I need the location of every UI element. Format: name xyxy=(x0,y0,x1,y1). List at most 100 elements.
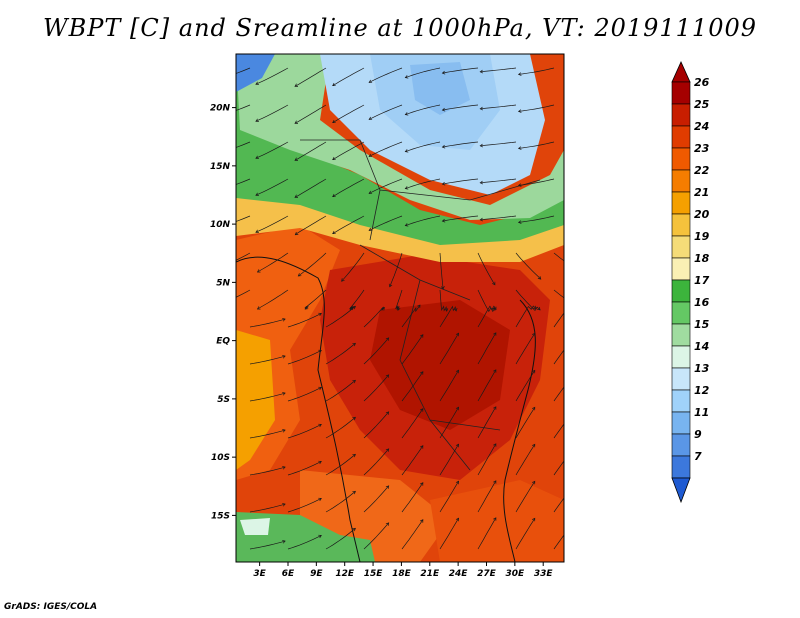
streamline-arrow xyxy=(531,443,536,448)
streamline-arrow xyxy=(352,416,356,421)
streamline-arrow xyxy=(255,192,259,196)
streamline-arrow xyxy=(332,193,336,198)
streamline xyxy=(515,444,536,476)
streamline xyxy=(518,67,555,75)
streamline-arrow xyxy=(216,78,219,81)
lon-label: 9E xyxy=(310,569,323,579)
colorbar-swatch xyxy=(671,147,691,171)
streamline xyxy=(405,104,441,115)
streamline-arrow xyxy=(455,480,459,485)
streamline-arrow xyxy=(531,332,536,337)
colorbar-swatch xyxy=(671,213,691,237)
streamline-arrow xyxy=(441,70,446,75)
streamline-arrow xyxy=(318,349,322,354)
streamline-arrow xyxy=(216,152,219,155)
coastline xyxy=(503,299,536,562)
wbpt-zone-south-lightgreen xyxy=(240,518,270,535)
colorbar-label: 18 xyxy=(694,252,710,265)
streamline-arrow xyxy=(517,183,522,187)
streamline xyxy=(368,178,403,194)
streamline-arrow xyxy=(493,306,497,311)
streamline xyxy=(236,178,251,185)
streamline xyxy=(477,252,496,285)
streamline-arrow xyxy=(517,72,522,76)
streamline-arrow xyxy=(441,286,445,290)
colorbar-swatch xyxy=(671,235,691,259)
streamline-arrow xyxy=(573,483,576,486)
streamline xyxy=(325,417,356,439)
streamline-arrow xyxy=(479,106,484,111)
colorbar-label: 26 xyxy=(694,76,710,89)
colorbar-label: 14 xyxy=(694,340,709,353)
streamline xyxy=(553,460,564,476)
streamline-arrow xyxy=(318,386,322,391)
streamline-arrow xyxy=(256,269,261,273)
streamline xyxy=(553,534,564,550)
streamline xyxy=(325,454,356,476)
colorbar-label: 7 xyxy=(694,450,702,463)
streamline-field xyxy=(216,67,583,550)
streamline xyxy=(553,252,564,262)
streamline xyxy=(294,67,327,87)
streamline-arrow xyxy=(441,181,446,186)
lat-label: 15S xyxy=(211,511,230,521)
streamline-arrow xyxy=(493,443,497,447)
streamline-arrow xyxy=(533,305,537,310)
streamline-arrow xyxy=(385,522,390,526)
streamline xyxy=(515,518,536,550)
streamline-arrow xyxy=(404,223,409,227)
streamline-arrow xyxy=(479,143,484,148)
streamline-arrow xyxy=(282,317,286,322)
streamline xyxy=(325,491,356,513)
streamline-arrow xyxy=(368,153,373,158)
streamline-arrow xyxy=(218,267,221,270)
colorbar-swatch xyxy=(671,301,691,325)
streamline xyxy=(480,141,517,147)
streamline xyxy=(439,333,459,365)
streamline-arrow xyxy=(479,217,484,222)
streamline xyxy=(236,252,251,261)
streamline-arrow xyxy=(332,156,336,161)
streamline-arrow xyxy=(573,446,576,449)
streamline xyxy=(363,374,389,402)
streamline-arrow xyxy=(531,480,536,485)
streamline xyxy=(477,305,497,328)
streamline xyxy=(287,498,322,513)
streamline-arrow xyxy=(218,304,221,307)
streamline-arrow xyxy=(580,272,583,275)
streamline xyxy=(442,178,479,185)
streamline-arrow xyxy=(444,308,449,312)
streamline-arrow xyxy=(318,460,322,465)
streamline-arrow xyxy=(216,189,219,192)
colorbar-label: 16 xyxy=(694,296,710,309)
wbpt-zone-11-12 xyxy=(410,62,470,115)
colorbar-swatch xyxy=(671,125,691,149)
streamline-arrow xyxy=(573,409,576,412)
streamline xyxy=(332,104,365,124)
streamline xyxy=(477,406,497,439)
streamline xyxy=(518,178,555,186)
colorbar-swatch xyxy=(671,257,691,281)
streamline-arrow xyxy=(493,406,497,410)
colorbar-swatch xyxy=(671,455,691,479)
streamline xyxy=(442,141,479,148)
streamline xyxy=(368,215,403,231)
colorbar-label: 15 xyxy=(694,318,710,331)
streamline-arrow xyxy=(574,306,577,309)
streamline-arrow xyxy=(352,379,356,384)
streamline xyxy=(515,305,537,328)
streamline-arrow xyxy=(282,465,286,470)
lon-label: 18E xyxy=(392,569,412,579)
streamline-arrow xyxy=(294,83,298,87)
streamline-arrow xyxy=(352,490,356,495)
streamline-arrow xyxy=(352,342,356,347)
streamline-arrow xyxy=(479,69,484,74)
lon-label: 6E xyxy=(282,569,295,579)
streamline-arrow xyxy=(385,337,390,341)
streamline-arrow xyxy=(441,107,446,112)
streamline-arrow xyxy=(282,502,286,507)
colorbar-swatch xyxy=(671,279,691,303)
streamline xyxy=(405,215,441,226)
streamline xyxy=(401,408,424,439)
streamline-arrow xyxy=(332,82,336,87)
